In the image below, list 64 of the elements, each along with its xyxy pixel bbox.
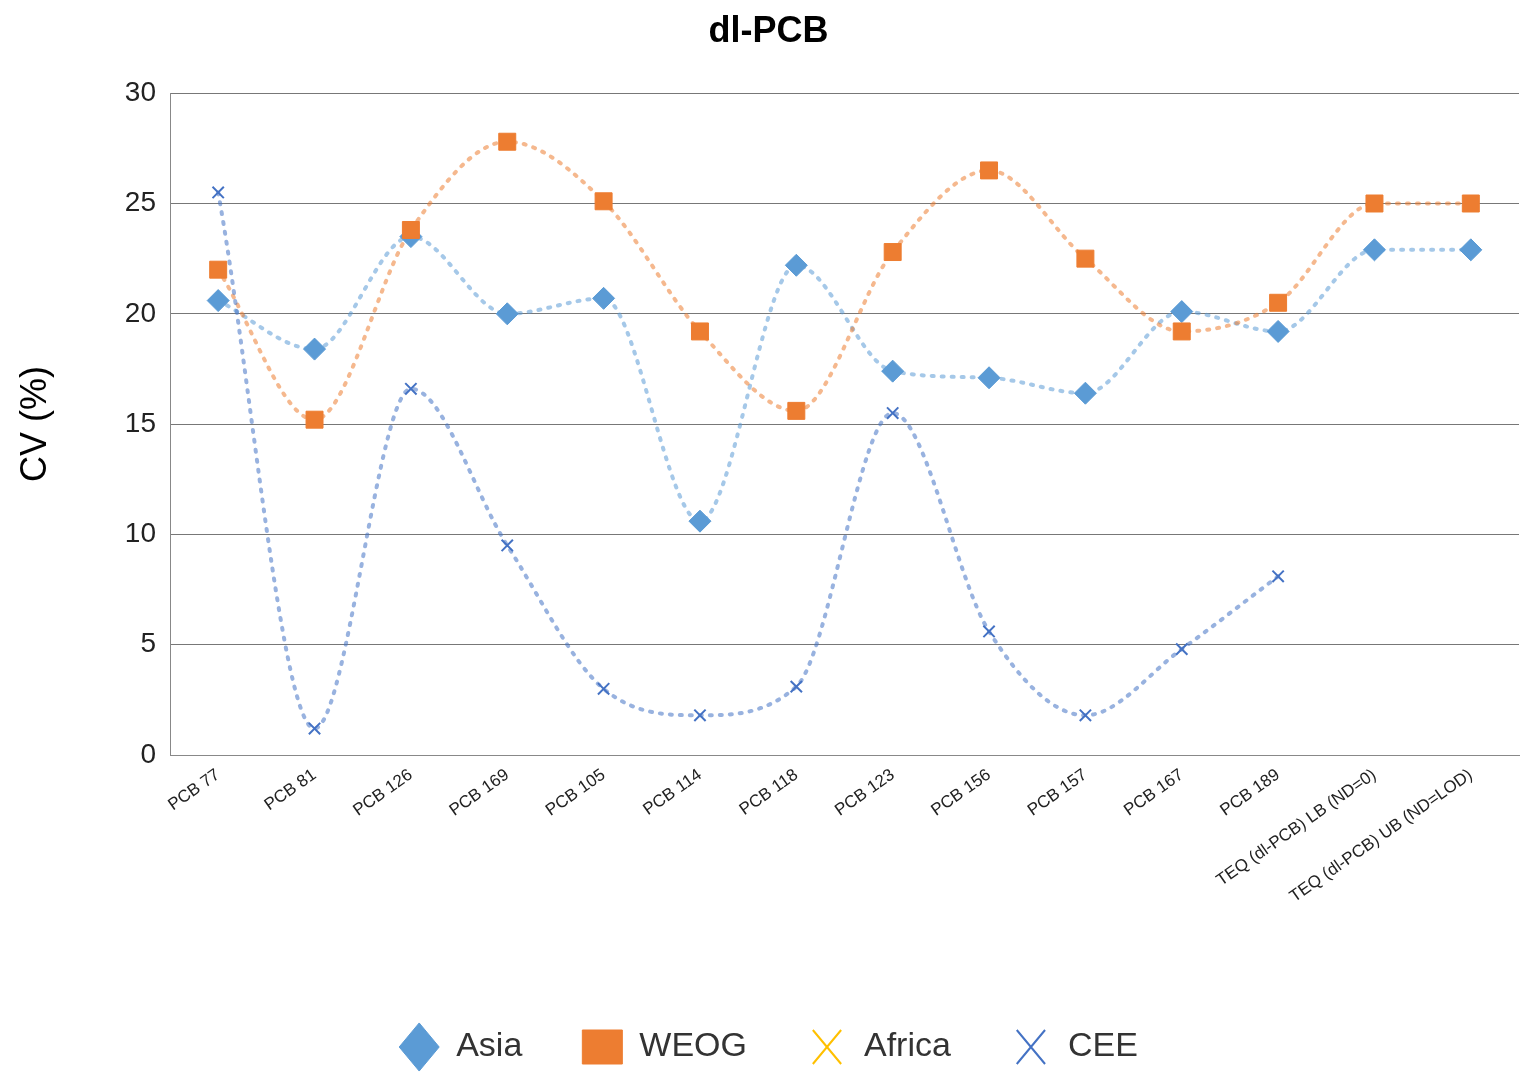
point bbox=[784, 253, 808, 277]
point bbox=[886, 406, 900, 420]
point bbox=[594, 192, 613, 211]
y-tick-label: 20 bbox=[124, 296, 156, 328]
point bbox=[977, 366, 1001, 390]
x-tick-label: PCB 77 bbox=[164, 764, 224, 815]
legend-label: WEOG bbox=[639, 1025, 747, 1064]
legend-label: CEE bbox=[1067, 1025, 1138, 1064]
point bbox=[980, 161, 999, 180]
y-tick-label: 15 bbox=[124, 406, 156, 438]
y-tick-label: 25 bbox=[124, 186, 156, 218]
point bbox=[787, 401, 806, 420]
point bbox=[1365, 194, 1384, 213]
point bbox=[789, 679, 803, 694]
point bbox=[1078, 708, 1093, 722]
point bbox=[1269, 293, 1288, 312]
point bbox=[1172, 322, 1191, 341]
y-tick-label: 10 bbox=[124, 517, 156, 549]
point bbox=[305, 410, 324, 429]
x-tick-label: PCB 126 bbox=[349, 764, 416, 820]
point bbox=[1459, 238, 1483, 262]
x-tick-label: PCB 81 bbox=[260, 764, 320, 815]
y-tick-label: 5 bbox=[140, 627, 156, 659]
y-tick-label: 30 bbox=[124, 75, 156, 107]
x-tick-label: PCB 156 bbox=[927, 764, 995, 820]
x-tick-label: PCB 169 bbox=[445, 764, 513, 820]
point bbox=[1073, 381, 1097, 405]
point bbox=[307, 721, 322, 736]
point bbox=[1175, 642, 1189, 656]
point bbox=[693, 708, 707, 722]
point bbox=[500, 538, 514, 553]
point bbox=[401, 220, 420, 239]
point bbox=[688, 509, 712, 533]
point bbox=[206, 289, 230, 313]
point bbox=[404, 382, 418, 396]
point bbox=[596, 682, 611, 696]
legend-label: Asia bbox=[456, 1025, 523, 1064]
point bbox=[1461, 194, 1480, 213]
point bbox=[982, 624, 996, 639]
point bbox=[1076, 249, 1095, 268]
point bbox=[883, 243, 902, 262]
x-tick-label: PCB 157 bbox=[1023, 764, 1091, 820]
y-tick-label: 0 bbox=[140, 737, 156, 769]
x-tick-label: PCB 189 bbox=[1216, 764, 1284, 820]
chart-title: dl-PCB bbox=[708, 8, 829, 50]
point bbox=[690, 322, 709, 341]
point bbox=[303, 337, 327, 361]
point bbox=[209, 260, 228, 279]
point bbox=[211, 185, 225, 200]
legend-label: Africa bbox=[863, 1025, 951, 1064]
y-axis-title: CV (%) bbox=[12, 366, 54, 483]
point bbox=[1266, 319, 1290, 343]
point bbox=[1271, 569, 1285, 583]
x-tick-label: PCB 105 bbox=[542, 764, 609, 820]
point bbox=[592, 286, 616, 310]
point bbox=[1170, 300, 1194, 324]
point bbox=[881, 359, 905, 383]
x-tick-label: PCB 123 bbox=[831, 764, 898, 820]
point bbox=[1362, 238, 1386, 262]
point bbox=[495, 302, 519, 326]
x-tick-label: PCB 114 bbox=[639, 764, 705, 819]
x-tick-label: PCB 167 bbox=[1120, 764, 1187, 820]
point bbox=[498, 132, 517, 151]
x-tick-label: PCB 118 bbox=[735, 764, 802, 819]
